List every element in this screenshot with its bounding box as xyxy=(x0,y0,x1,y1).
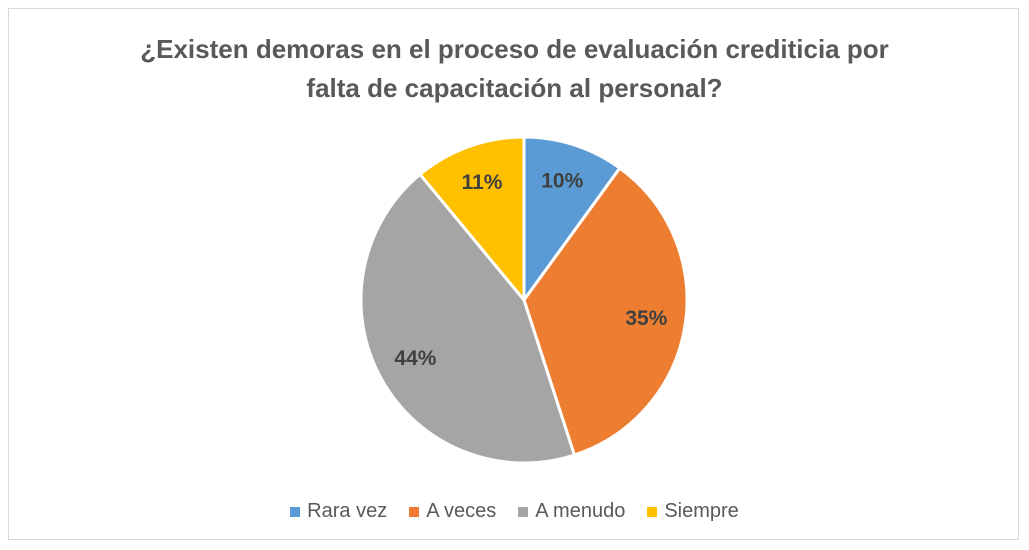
legend-label: Rara vez xyxy=(307,500,388,522)
legend-label: Siempre xyxy=(664,500,739,522)
data-label: 44% xyxy=(394,347,436,370)
legend-item: A menudo xyxy=(518,500,625,523)
legend-swatch xyxy=(409,506,420,517)
legend: Rara vez A veces A menudo Siempre xyxy=(0,500,1029,523)
legend-swatch xyxy=(518,506,529,517)
data-label: 35% xyxy=(625,307,667,330)
pie-slice xyxy=(522,166,689,457)
data-label: 10% xyxy=(541,170,583,193)
pie-slice xyxy=(359,172,576,465)
legend-swatch xyxy=(647,506,658,517)
data-label: 11% xyxy=(462,171,503,194)
chart-border xyxy=(8,8,1019,540)
pie-slice xyxy=(522,135,622,302)
pie-slice xyxy=(418,135,526,302)
legend-item: Rara vez xyxy=(290,500,387,523)
legend-item: A veces xyxy=(409,500,496,523)
legend-label: A menudo xyxy=(535,500,626,522)
chart-title: ¿Existen demoras en el proceso de evalua… xyxy=(140,34,889,103)
legend-item: Siempre xyxy=(647,500,739,523)
legend-label: A veces xyxy=(426,500,497,522)
legend-swatch xyxy=(290,506,301,517)
title-box: ¿Existen demoras en el proceso de evalua… xyxy=(0,30,1029,108)
